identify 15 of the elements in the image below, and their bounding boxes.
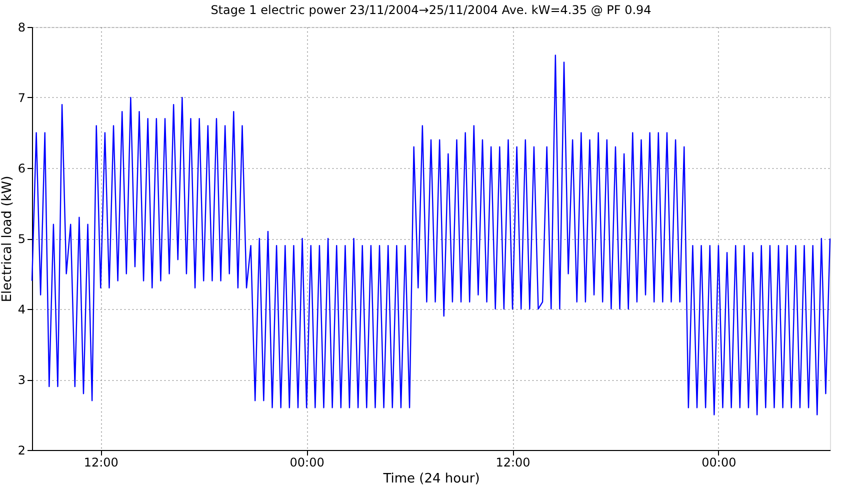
x-axis-title: Time (24 hour): [382, 472, 480, 486]
x-tick-label: 00:00: [290, 456, 324, 470]
x-tick-label: 12:00: [84, 456, 118, 470]
y-tick-label: 4: [18, 302, 26, 316]
x-tick-label: 12:00: [496, 456, 530, 470]
chart-title: Stage 1 electric power 23/11/2004→25/11/2004 Ave. kW=4.35 @ PF 0.94: [210, 3, 652, 17]
y-tick-label: 2: [18, 444, 26, 458]
x-tick-label: 00:00: [702, 456, 736, 470]
line-series: [31, 54, 831, 416]
y-tick-label: 3: [18, 373, 26, 387]
y-tick-label: 6: [18, 162, 26, 176]
y-axis-title: Electrical load (kW): [0, 176, 15, 302]
y-tick-label: 5: [18, 232, 26, 246]
y-tick-label: 8: [18, 20, 26, 34]
y-tick-label: 7: [18, 91, 26, 105]
